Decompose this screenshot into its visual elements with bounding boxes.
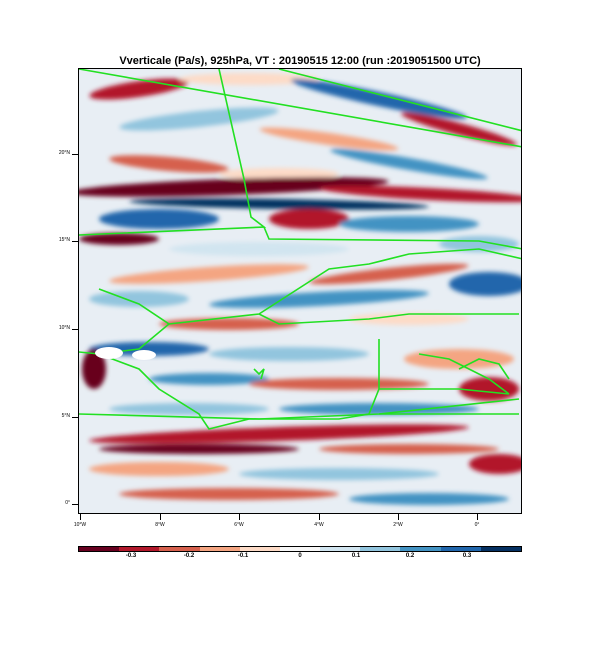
x-tick-mark <box>319 514 320 520</box>
masked-area <box>95 347 123 359</box>
colorbar-segment <box>79 547 120 551</box>
colorbar <box>78 546 522 552</box>
colorbar-label: -0.2 <box>183 553 195 559</box>
colorbar-label: 0.3 <box>462 553 472 559</box>
colorbar-label: -0.1 <box>237 553 249 559</box>
colorbar-segment <box>119 547 160 551</box>
x-tick-mark <box>80 514 81 520</box>
colorbar-label: 0.2 <box>405 553 415 559</box>
colorbar-segment <box>360 547 401 551</box>
y-tick-label: 5°N <box>61 413 70 419</box>
colorbar-segment <box>440 547 481 551</box>
colorbar-segment <box>480 547 521 551</box>
y-tick-mark <box>72 417 78 418</box>
y-tick-label: 0° <box>65 500 70 506</box>
map-title: Vverticale (Pa/s), 925hPa, VT : 20190515… <box>119 55 481 67</box>
x-tick-mark <box>239 514 240 520</box>
x-tick-label: 2°W <box>393 522 403 528</box>
x-tick-label: 0° <box>474 522 480 528</box>
colorbar-segment <box>159 547 200 551</box>
y-tick-mark <box>72 329 78 330</box>
x-tick-label: 4°W <box>314 522 324 528</box>
map-panel <box>78 68 522 514</box>
y-tick-mark <box>72 504 78 505</box>
x-tick-label: 6°W <box>234 522 244 528</box>
colorbar-segment <box>199 547 240 551</box>
y-tick-label: 20°N <box>58 150 70 156</box>
colorbar-label: -0.3 <box>125 553 137 559</box>
colorbar-segment <box>279 547 321 551</box>
vertical-velocity-field <box>79 69 521 513</box>
colorbar-segment <box>320 547 361 551</box>
colorbar-label: 0.1 <box>351 553 361 559</box>
y-tick-mark <box>72 154 78 155</box>
masked-area <box>132 350 156 360</box>
x-tick-mark <box>398 514 399 520</box>
x-tick-mark <box>477 514 478 520</box>
y-tick-label: 15°N <box>58 237 70 243</box>
country-borders <box>79 69 521 430</box>
colorbar-label: 0 <box>298 553 302 559</box>
colorbar-segment <box>400 547 441 551</box>
x-tick-mark <box>160 514 161 520</box>
y-tick-mark <box>72 241 78 242</box>
x-tick-label: 10°W <box>73 522 87 528</box>
colorbar-segment <box>239 547 280 551</box>
x-tick-label: 8°W <box>155 522 165 528</box>
y-tick-label: 10°N <box>58 325 70 331</box>
